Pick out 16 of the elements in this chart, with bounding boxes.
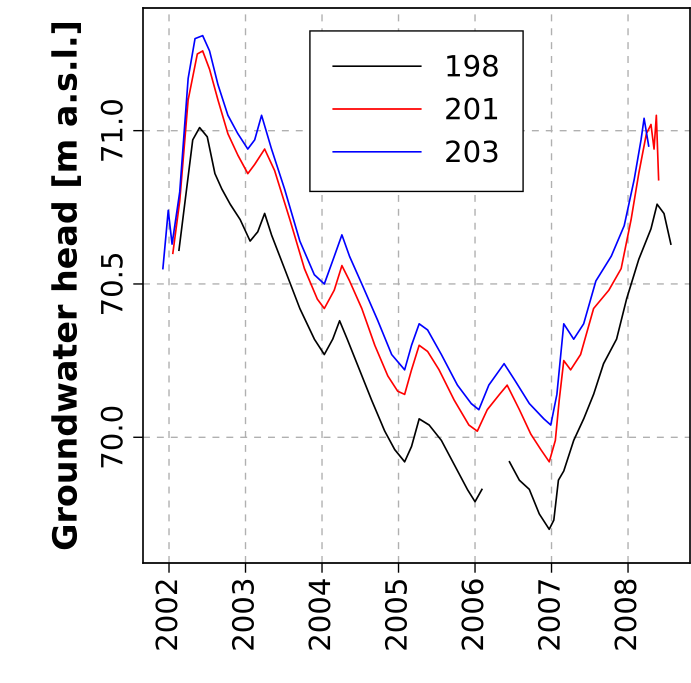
x-tick-label: 2005 (384, 580, 407, 650)
legend-label: 203 (446, 140, 498, 162)
line-series (172, 50, 660, 463)
y-tick-label: 71.0 (100, 100, 123, 161)
y-tick-label: 70.0 (100, 406, 123, 468)
x-tick-label: 2007 (538, 580, 560, 650)
y-tick-label: 70.5 (100, 254, 123, 314)
x-tick-label: 2008 (614, 580, 636, 650)
line-series (162, 34, 650, 426)
x-tick-label: 2003 (232, 580, 254, 650)
y-axis-title: Groundwater head [m a.s.l.] (51, 22, 81, 550)
x-tick-label: 2006 (461, 579, 484, 650)
legend-label: 198 (447, 54, 498, 77)
legend-label: 201 (446, 98, 498, 120)
x-tick-label: 2002 (155, 580, 178, 650)
x-tick-label: 2004 (308, 579, 330, 650)
